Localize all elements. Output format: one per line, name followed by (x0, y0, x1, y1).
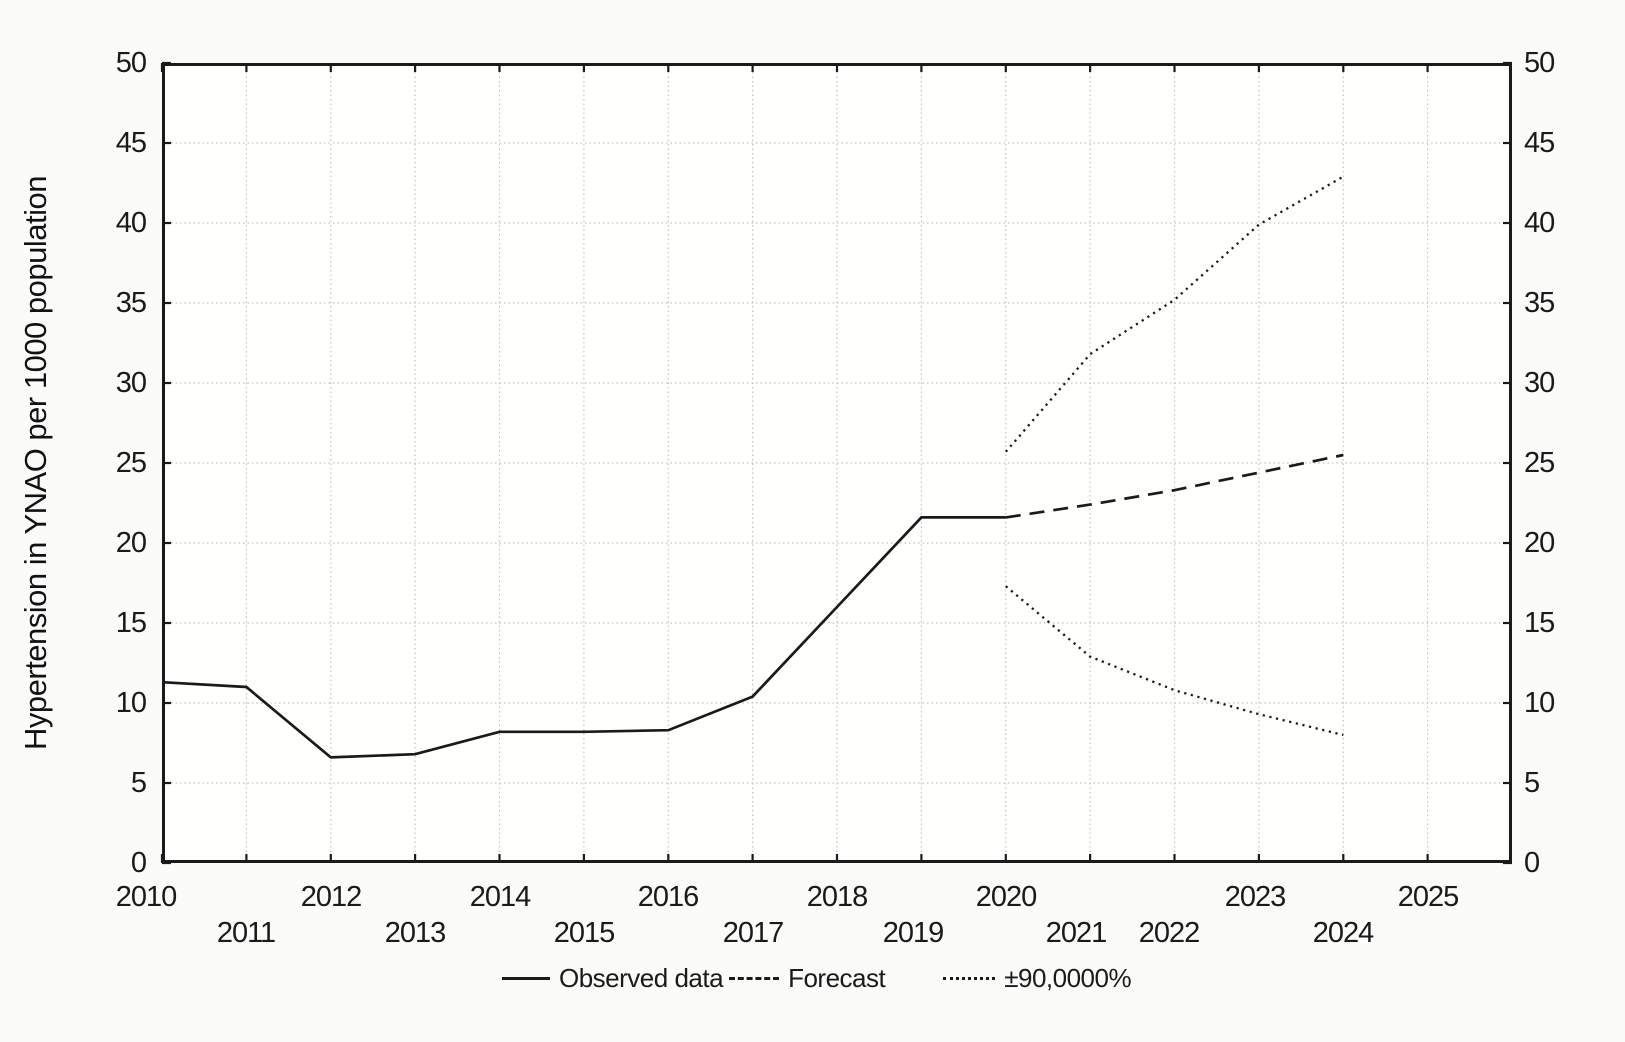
x-tick-label: 2021 (1045, 917, 1108, 949)
x-tick-label: 2017 (722, 917, 785, 949)
y-tick-label: 15 (115, 607, 147, 639)
x-tick-label: 2020 (975, 881, 1038, 913)
legend-dotted-line-sample (943, 976, 996, 980)
y-tick-label: 45 (115, 127, 147, 159)
y-tick-label: 0 (1524, 847, 1540, 879)
x-tick-label: 2010 (115, 881, 178, 913)
legend-label-forecast: Forecast (788, 962, 886, 993)
x-tick-label: 2012 (300, 881, 363, 913)
y-tick-label: 0 (130, 847, 147, 879)
legend-label-confidence: ±90,0000% (1004, 962, 1132, 993)
y-axis-title: Hypertension in YNAO per 1000 population (18, 176, 53, 750)
y-tick-label: 25 (1524, 447, 1555, 479)
plot-canvas (160, 61, 1512, 865)
plot-area (160, 61, 1512, 865)
x-tick-label: 2019 (882, 917, 945, 949)
y-tick-label: 20 (115, 527, 147, 559)
y-tick-label: 10 (1524, 687, 1555, 719)
y-tick-label: 45 (1524, 127, 1555, 159)
legend-label-observed: Observed data (559, 962, 724, 993)
y-tick-label: 50 (1524, 47, 1555, 79)
y-tick-label: 30 (115, 367, 147, 399)
x-tick-label: 2018 (806, 881, 869, 913)
y-tick-label: 15 (1524, 607, 1555, 639)
x-tick-label: 2024 (1312, 917, 1375, 949)
y-tick-label: 35 (115, 287, 147, 319)
x-tick-label: 2016 (637, 881, 700, 913)
y-tick-label: 20 (1524, 527, 1555, 559)
y-tick-label: 25 (115, 447, 147, 479)
x-tick-label: 2013 (384, 917, 447, 949)
y-tick-label: 10 (115, 687, 147, 719)
legend-solid-line-sample (502, 976, 550, 980)
y-tick-label: 5 (1524, 767, 1540, 799)
x-tick-label: 2022 (1138, 917, 1201, 949)
y-tick-label: 35 (1524, 287, 1555, 319)
y-tick-label: 30 (1524, 367, 1555, 399)
x-tick-label: 2025 (1397, 881, 1460, 913)
y-tick-label: 40 (1524, 207, 1555, 239)
y-tick-label: 40 (115, 207, 147, 239)
x-tick-label: 2015 (553, 917, 616, 949)
y-tick-label: 5 (130, 767, 147, 799)
y-tick-label: 50 (115, 47, 147, 79)
x-tick-label: 2014 (469, 881, 532, 913)
x-tick-label: 2023 (1224, 881, 1287, 913)
legend-dashed-line-sample (729, 976, 780, 980)
x-tick-label: 2011 (216, 917, 276, 949)
legend: Observed data Forecast ±90,0000% (502, 960, 1132, 996)
